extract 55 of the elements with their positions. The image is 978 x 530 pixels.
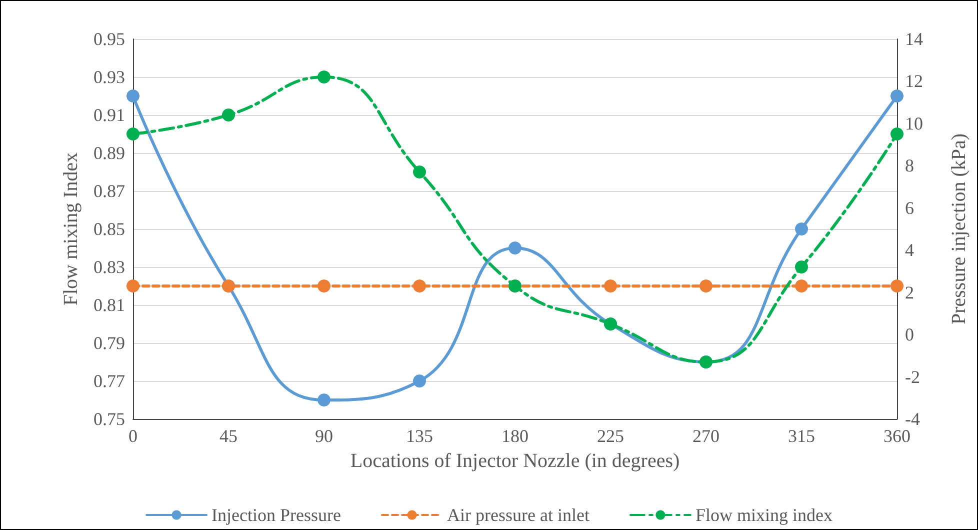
point: [126, 280, 140, 292]
point: [890, 128, 904, 140]
legend-label: Air pressure at inlet: [447, 505, 590, 525]
y-tick-label: 0.95: [94, 29, 125, 49]
y2-tick-label: 14: [905, 29, 923, 49]
y2-axis-title: Pressure injection (kPa): [948, 133, 970, 325]
point: [604, 280, 617, 292]
point: [795, 280, 808, 292]
x-tick-label: 270: [692, 426, 720, 446]
point: [413, 374, 426, 388]
x-tick-label: 135: [406, 426, 433, 446]
x-tick-label: 360: [884, 426, 910, 446]
y2-tick-label: 4: [905, 240, 914, 260]
x-tick-label: 180: [502, 426, 528, 446]
point: [795, 222, 808, 236]
x-tick-label: 0: [128, 426, 138, 446]
point: [126, 90, 140, 102]
y-tick-label: 0.75: [94, 409, 125, 429]
point: [795, 260, 808, 274]
y2-tick-label: -2: [905, 366, 920, 387]
y-tick-label: 0.79: [94, 333, 125, 353]
legend-label: Flow mixing index: [695, 505, 832, 525]
y-tick-label: 0.81: [94, 295, 125, 315]
y2-tick-label: 8: [905, 156, 914, 176]
y-tick-label: 0.85: [94, 219, 125, 239]
point: [126, 128, 140, 140]
point: [508, 242, 522, 254]
point: [890, 280, 904, 292]
y2-tick-label: 10: [905, 113, 923, 134]
y2-tick-label: 0: [905, 324, 914, 345]
y-axis-title: Flow mixing Index: [60, 152, 82, 306]
y-tick-label: 0.93: [94, 67, 125, 87]
point: [318, 394, 330, 406]
point: [222, 108, 235, 122]
y2-tick-label: 2: [905, 282, 914, 302]
y2-tick-label: -4: [905, 409, 920, 429]
y2-tick-label: 6: [905, 198, 914, 218]
legend-label: Injection Pressure: [212, 505, 342, 525]
y-tick-label: 0.83: [94, 257, 125, 277]
x-tick-label: 225: [597, 426, 624, 446]
x-axis-title: Locations of Injector Nozzle (in degrees): [350, 450, 680, 472]
y2-tick-label: 12: [905, 71, 923, 92]
x-tick-label: 90: [315, 426, 333, 446]
x-tick-label: 315: [788, 426, 815, 446]
point: [413, 280, 426, 292]
y-tick-label: 0.89: [94, 143, 125, 163]
point: [413, 166, 426, 178]
x-tick-label: 45: [220, 426, 238, 446]
point: [890, 90, 904, 102]
y-tick-label: 0.91: [94, 105, 125, 125]
y-tick-label: 0.87: [94, 181, 125, 201]
point: [318, 280, 330, 292]
point: [700, 280, 712, 292]
y-tick-label: 0.77: [94, 371, 125, 391]
point: [318, 70, 330, 84]
